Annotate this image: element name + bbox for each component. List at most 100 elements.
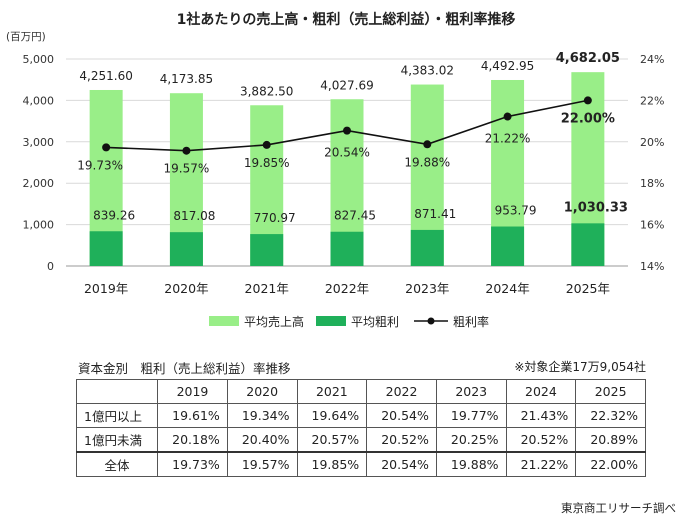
legend-label-margin-rate: 粗利率 [453,314,489,329]
table-row-total: 全体 19.73% 19.57% 19.85% 20.54% 19.88% 21… [75,451,646,477]
margin-rate-point [503,112,512,121]
margin-rate-data-label: 21.22% [485,132,531,146]
table-cell: 21.43% [505,403,577,428]
margin-rate-data-label: 22.00% [561,111,615,126]
y-right-tick-label: 16% [640,219,664,232]
sales-data-label: 4,173.85 [160,72,213,86]
legend-label-sales: 平均売上高 [244,314,304,329]
rate-table: 2019 2020 2021 2022 2023 2024 2025 1億円以上… [75,379,646,477]
row-label: 1億円未満 [75,427,159,453]
y-right-tick-label: 20% [640,136,664,149]
margin-rate-point [182,146,191,155]
table-header-cell: 2020 [226,379,298,404]
gross-profit-bar [330,231,364,266]
table-cell: 19.61% [157,403,228,428]
table-cell: 20.57% [296,427,368,453]
table-cell: 19.88% [435,451,507,477]
gross-profit-bar [169,232,203,266]
margin-rate-data-label: 19.73% [77,158,123,172]
y-left-unit: (百万円) [6,31,46,43]
table-cell: 20.40% [226,427,298,453]
legend-swatch-gross-profit [316,316,346,326]
table-cell: 20.54% [366,403,437,428]
y-right-tick-label: 14% [640,260,664,273]
table-cell: 20.52% [366,427,437,453]
table-header-cell: 2023 [435,379,507,404]
table-header-cell: 2025 [575,379,646,404]
sales-data-label: 4,027.69 [320,78,373,92]
table-cell: 19.57% [226,451,298,477]
margin-rate-point [423,140,432,149]
table-header-cell: 2022 [366,379,437,404]
y-left-tick-label: 0 [47,260,54,273]
table-cell: 20.52% [505,427,577,453]
combo-chart: 0 1,000 2,000 3,000 4,000 5,000 14% 16% 18% 20% 22… [6,31,664,329]
y-right-tick-label: 24% [640,53,664,66]
table-cell: 19.85% [296,451,368,477]
x-tick-label: 2024年 [485,281,529,296]
x-tick-label: 2019年 [84,281,128,296]
margin-rate-data-label: 19.57% [164,162,210,176]
y-right-tick-label: 18% [640,177,664,190]
y-left-tick-label: 3,000 [23,136,55,149]
y-left-tick-label: 1,000 [23,219,55,232]
sales-data-label: 4,383.02 [401,64,454,78]
source-note: 東京商工リサーチ調べ [561,501,676,515]
sales-data-label: 4,682.05 [556,51,620,66]
margin-rate-data-label: 19.88% [404,155,450,169]
gross-profit-bar [89,231,123,266]
legend-marker-margin-rate [427,317,435,325]
table-cell: 22.00% [575,451,646,477]
sales-data-label: 3,882.50 [240,84,293,98]
table-header-cell [75,379,159,404]
legend-label-gross-profit: 平均粗利 [351,315,399,329]
gross-profit-data-label: 770.97 [254,211,296,225]
y-left-tick-label: 5,000 [23,53,55,66]
row-label: 1億円以上 [75,403,159,428]
table-row: 1億円未満 20.18% 20.40% 20.57% 20.52% 20.25%… [75,427,646,453]
table-cell: 19.73% [157,451,228,477]
gross-profit-data-label: 871.41 [414,207,456,221]
table-row: 1億円以上 19.61% 19.34% 19.64% 20.54% 19.77%… [75,403,646,428]
margin-rate-point [262,140,271,149]
x-tick-label: 2022年 [325,281,369,296]
gross-profit-bar [410,229,444,266]
table-cell: 19.34% [226,403,298,428]
margin-rate-point [583,96,592,105]
gross-profit-data-label: 817.08 [173,209,215,223]
margin-rate-data-label: 19.85% [244,156,290,170]
x-tick-label: 2023年 [405,281,449,296]
y-left-tick-label: 2,000 [23,177,55,190]
margin-rate-point [102,143,111,152]
table-cell: 21.22% [505,451,577,477]
gross-profit-bar [491,226,525,266]
table-cell: 20.18% [157,427,228,453]
table-cell: 19.64% [296,403,368,428]
table-note: ※対象企業17万9,054社 [514,360,646,374]
table-header-cell: 2019 [157,379,228,404]
gross-profit-data-label: 953.79 [495,204,537,218]
sales-data-label: 4,492.95 [481,59,534,73]
x-tick-label: 2025年 [566,281,610,296]
row-label: 全体 [75,451,159,477]
table-header-row: 2019 2020 2021 2022 2023 2024 2025 [75,379,646,404]
table-cell: 20.25% [435,427,507,453]
chart-title: 1社あたりの売上高・粗利（売上総利益）・粗利率推移 [176,12,516,28]
gross-profit-bar [250,234,284,266]
x-tick-label: 2020年 [164,281,208,296]
y-right-tick-label: 22% [640,94,664,107]
table-header-cell: 2021 [296,379,368,404]
table-cell: 20.89% [575,427,646,453]
y-left-tick-label: 4,000 [23,94,55,107]
table-cell: 22.32% [575,403,646,428]
sales-data-label: 4,251.60 [79,69,132,83]
legend-swatch-sales [209,316,239,326]
table-header-cell: 2024 [505,379,577,404]
table-cell: 20.54% [366,451,437,477]
margin-rate-data-label: 20.54% [324,146,370,160]
gross-profit-data-label: 1,030.33 [564,200,628,215]
margin-rate-point [343,126,351,135]
gross-profit-data-label: 827.45 [334,209,376,223]
table-cell: 19.77% [435,403,507,428]
gross-profit-bar [571,223,605,266]
